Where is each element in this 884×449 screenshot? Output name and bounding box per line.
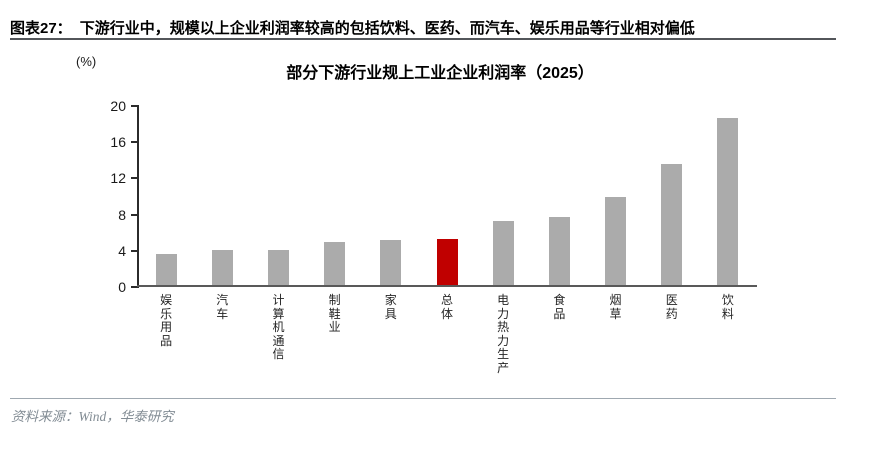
y-axis-unit-label: (%) xyxy=(76,54,97,69)
y-tick-label: 0 xyxy=(118,279,126,295)
y-tick-label: 20 xyxy=(110,98,126,114)
x-label-2: 汽车 xyxy=(214,293,230,321)
x-label-9: 烟草 xyxy=(608,293,624,321)
x-label-3: 计算机通信 xyxy=(270,293,286,362)
y-tick-label: 16 xyxy=(110,134,126,151)
x-label-char: 总 xyxy=(440,293,453,307)
x-label-10: 医药 xyxy=(664,293,680,321)
x-label-char: 生 xyxy=(497,347,510,361)
x-label-11: 饮料 xyxy=(720,293,736,321)
x-label-7: 电力热力生产 xyxy=(495,293,511,375)
x-label-char: 力 xyxy=(497,333,510,348)
bar-8 xyxy=(548,217,570,287)
bar-4 xyxy=(324,241,346,287)
x-label-char: 家 xyxy=(384,293,397,307)
header-divider-line xyxy=(10,38,836,40)
y-tick-mark xyxy=(131,286,137,288)
x-label-char: 算 xyxy=(272,306,285,321)
x-label-char: 车 xyxy=(216,306,229,321)
y-tick-mark xyxy=(131,177,137,180)
x-label-char: 汽 xyxy=(216,293,229,307)
x-label-char: 热 xyxy=(497,320,510,334)
x-label-char: 食 xyxy=(553,293,566,307)
x-label-char: 品 xyxy=(160,333,173,348)
bar-1 xyxy=(155,253,177,287)
x-label-char: 通 xyxy=(272,333,285,348)
x-label-1: 娱乐用品 xyxy=(158,293,174,348)
source-note: 资料来源：Wind，华泰研究 xyxy=(11,409,174,424)
x-label-char: 信 xyxy=(272,347,285,361)
y-tick-label: 8 xyxy=(118,206,126,223)
x-label-char: 医 xyxy=(665,293,678,307)
x-label-char: 具 xyxy=(384,306,397,321)
x-label-char: 电 xyxy=(497,293,510,307)
x-label-8: 食品 xyxy=(551,293,567,321)
y-axis-line xyxy=(137,105,139,288)
y-tick-label: 4 xyxy=(118,242,126,259)
y-tick-mark xyxy=(131,249,137,252)
x-label-char: 草 xyxy=(609,306,622,321)
bar-6 xyxy=(436,239,458,287)
x-label-char: 料 xyxy=(721,306,734,321)
y-tick-mark xyxy=(131,105,137,107)
x-label-char: 鞋 xyxy=(328,306,341,321)
x-label-5: 家具 xyxy=(383,293,399,321)
footer-divider-line xyxy=(10,398,836,399)
x-axis-line xyxy=(137,285,757,287)
x-label-char: 药 xyxy=(665,306,678,321)
x-label-char: 娱 xyxy=(160,293,173,307)
x-label-char: 品 xyxy=(553,306,566,321)
y-tick-label: 12 xyxy=(110,170,126,187)
bar-3 xyxy=(267,249,289,287)
x-label-char: 力 xyxy=(497,306,510,321)
chart-title: 部分下游行业规上工业企业利润率（2025） xyxy=(286,65,594,82)
figure-header-title: 下游行业中，规模以上企业利润率较高的包括饮料、医药、而汽车、娱乐用品等行业相对偏… xyxy=(79,20,695,37)
x-label-6: 总体 xyxy=(439,293,455,321)
y-tick-mark xyxy=(131,213,137,216)
bar-7 xyxy=(492,220,514,287)
x-label-char: 产 xyxy=(497,360,510,375)
x-label-char: 业 xyxy=(328,320,341,334)
x-label-char: 烟 xyxy=(609,293,622,307)
x-label-char: 乐 xyxy=(160,306,173,321)
bar-2 xyxy=(211,249,233,287)
y-tick-mark xyxy=(131,141,137,144)
x-label-char: 制 xyxy=(328,293,341,307)
x-label-char: 体 xyxy=(440,306,453,321)
figure-number-label: 图表27： xyxy=(10,20,72,37)
bar-9 xyxy=(605,197,627,287)
x-label-char: 饮 xyxy=(721,293,734,307)
bar-11 xyxy=(717,117,739,287)
bar-5 xyxy=(380,239,402,287)
x-label-char: 用 xyxy=(160,320,173,334)
x-label-char: 计 xyxy=(272,293,285,307)
x-label-char: 机 xyxy=(272,320,285,334)
x-label-4: 制鞋业 xyxy=(327,293,343,335)
figure-header: 图表27： 下游行业中，规模以上企业利润率较高的包括饮料、医药、而汽车、娱乐用品等… xyxy=(10,17,695,38)
bar-10 xyxy=(661,163,683,287)
